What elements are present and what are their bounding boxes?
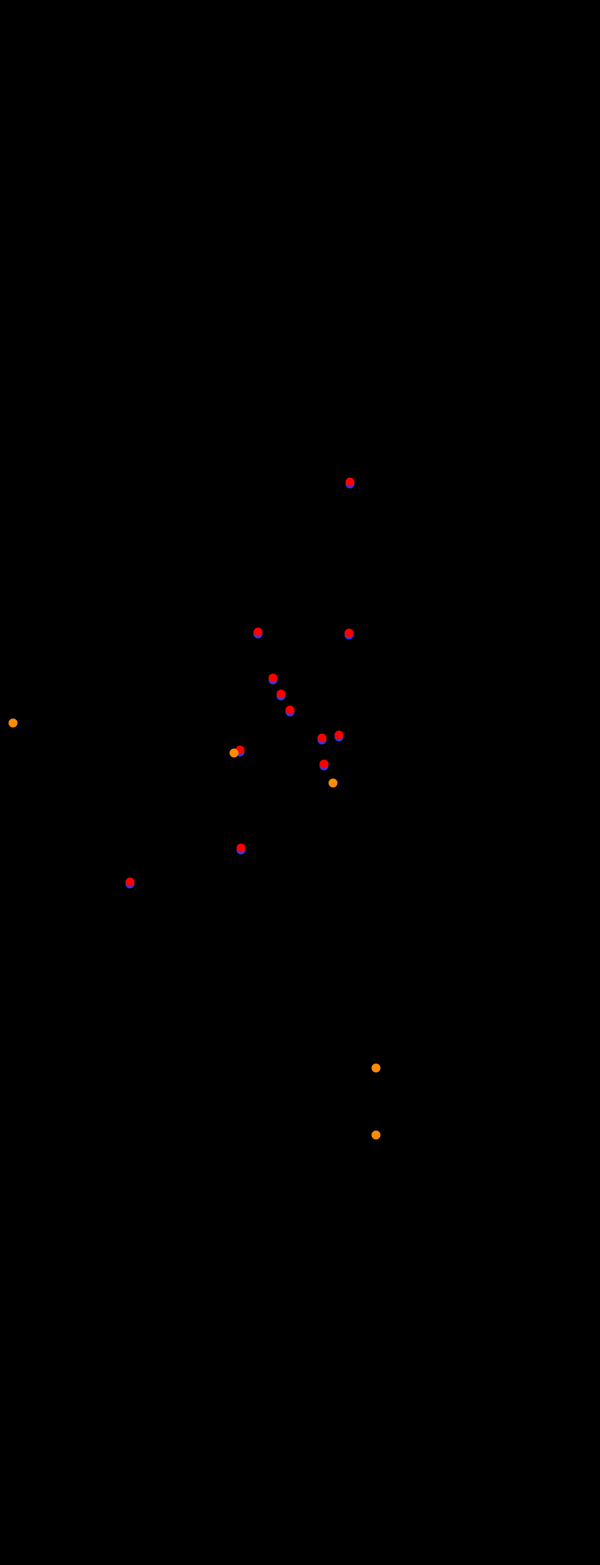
- scatter-point: [320, 760, 329, 769]
- scatter-point: [254, 628, 263, 637]
- scatter-point: [126, 878, 135, 887]
- scatter-point: [269, 674, 278, 683]
- scatter-point: [286, 706, 295, 715]
- scatter-plot: [0, 0, 600, 1565]
- scatter-point: [9, 719, 18, 728]
- scatter-point: [230, 749, 239, 758]
- scatter-point: [372, 1131, 381, 1140]
- scatter-point: [277, 690, 286, 699]
- scatter-point: [372, 1064, 381, 1073]
- scatter-point: [345, 629, 354, 638]
- scatter-point: [346, 478, 355, 487]
- scatter-point: [329, 779, 338, 788]
- scatter-point: [237, 844, 246, 853]
- scatter-point: [318, 734, 327, 743]
- scatter-point: [335, 731, 344, 740]
